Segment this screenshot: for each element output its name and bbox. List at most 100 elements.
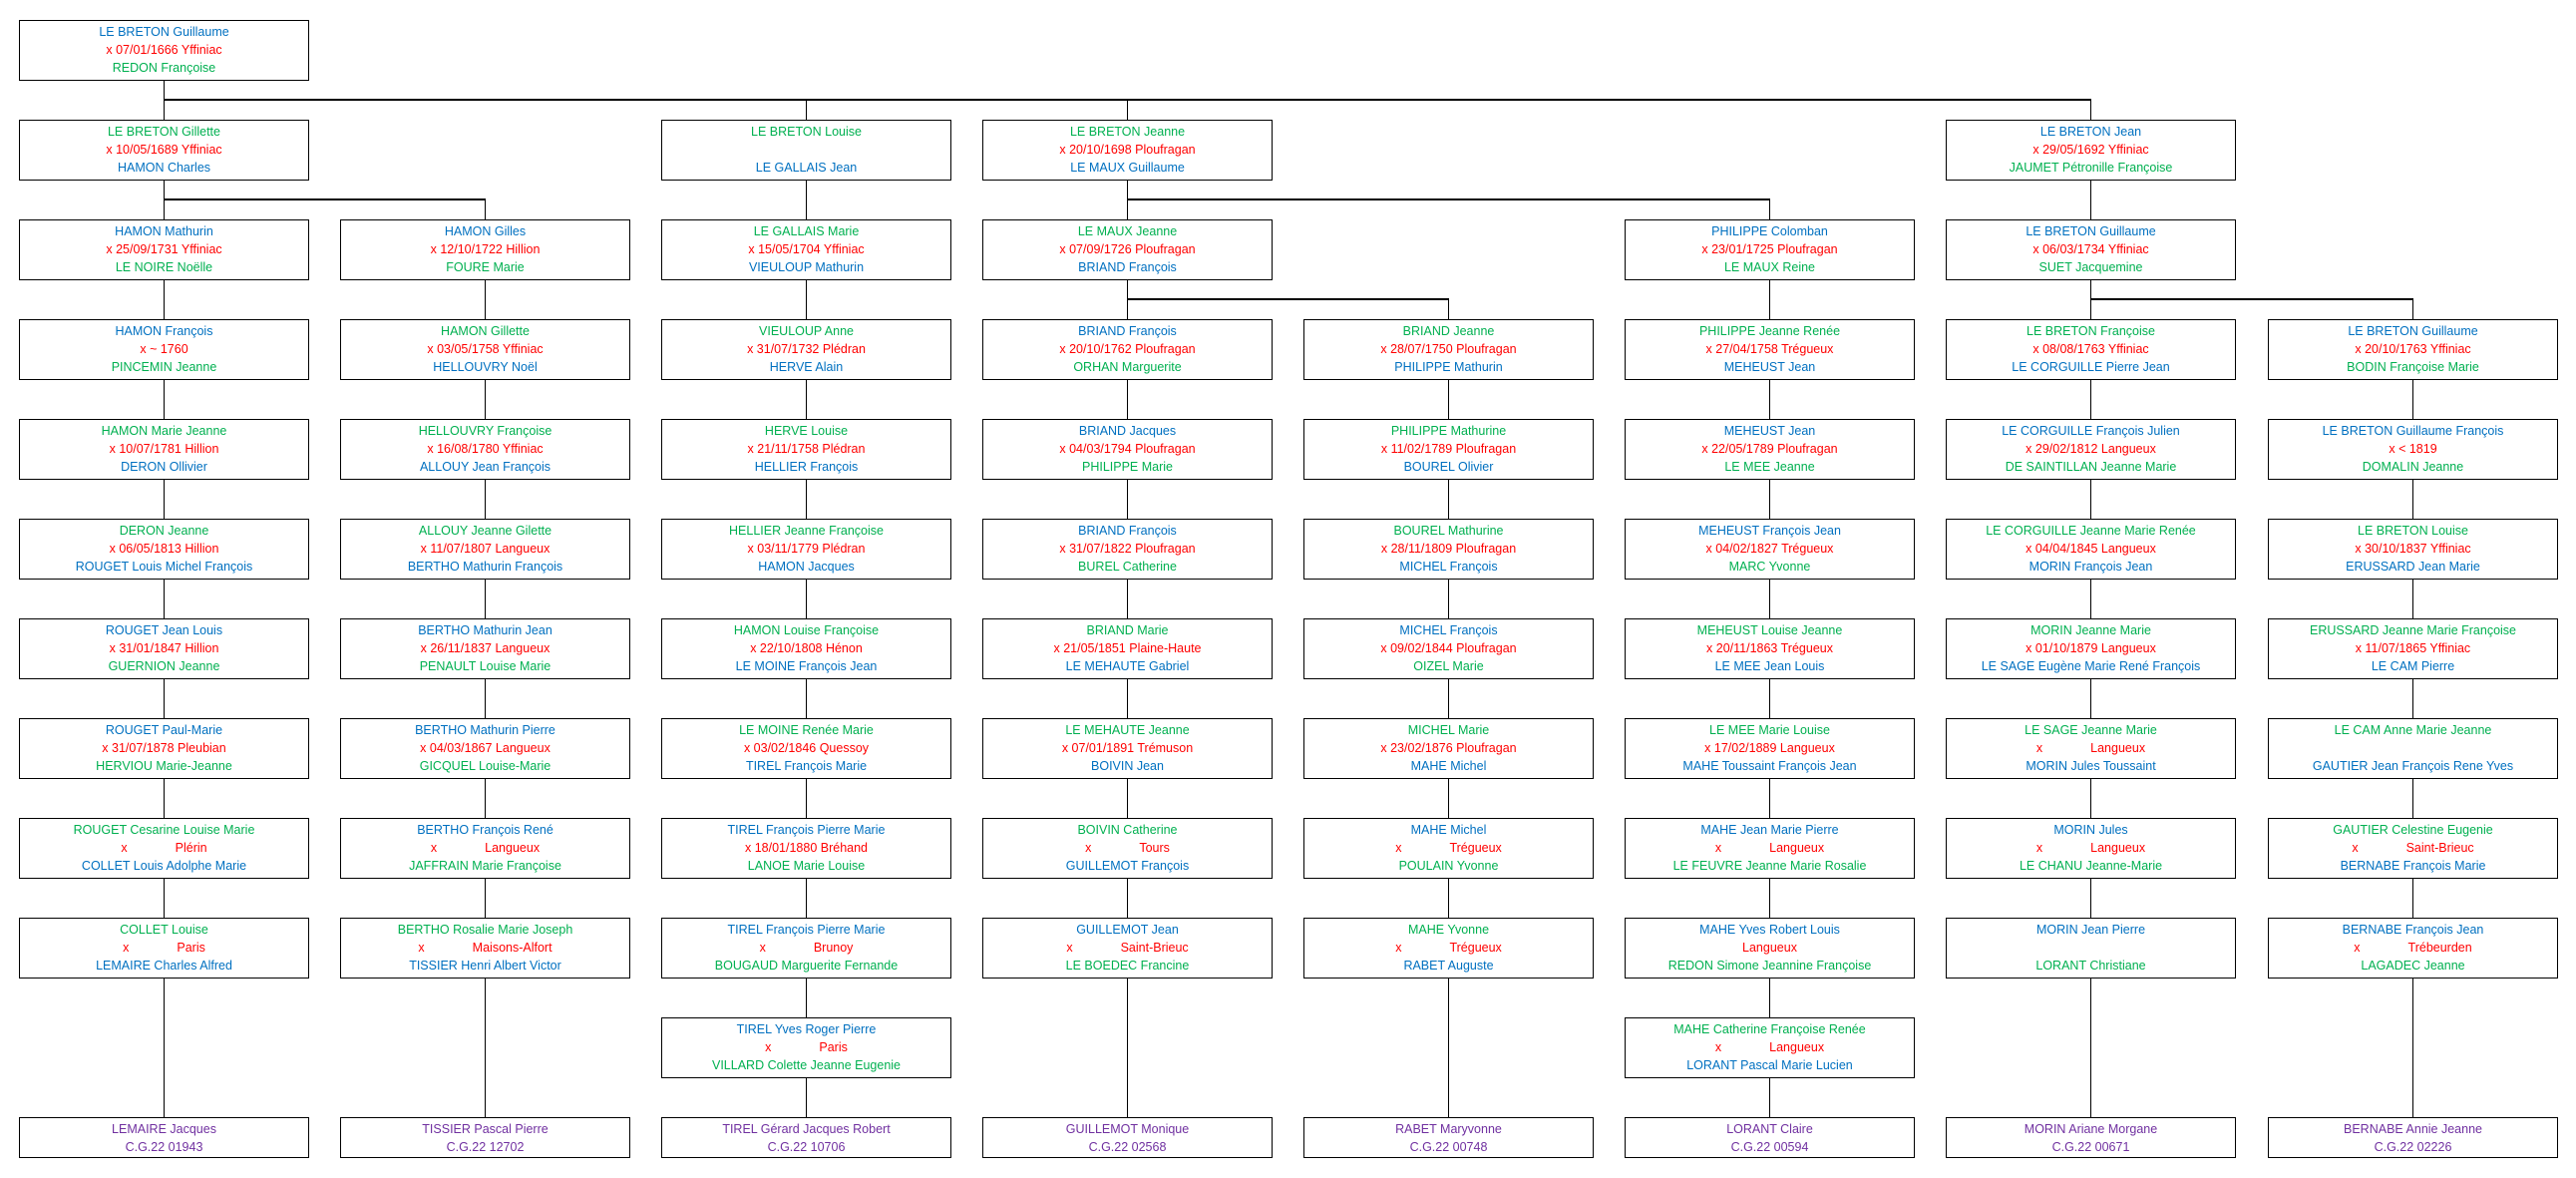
couple-box[interactable]: LE CAM Anne Marie Jeanne GAUTIER Jean Fra… xyxy=(2268,718,2558,779)
couple-box[interactable]: MICHEL Marie x 23/02/1876 Ploufragan MAHE … xyxy=(1303,718,1594,779)
person-name: LE BRETON Louise xyxy=(2358,524,2468,538)
couple-box[interactable]: ROUGET Paul-Marie x 31/07/1878 Pleubian HE… xyxy=(19,718,309,779)
spouse-name: BOIVIN Jean xyxy=(1091,759,1164,773)
couple-box[interactable]: LE BRETON Louise LE GALLAIS Jean xyxy=(661,120,951,181)
descendant-box[interactable]: BERNABE Annie Jeanne C.G.22 02226 xyxy=(2268,1117,2558,1158)
spouse-name: JAUMET Pétronille Françoise xyxy=(2009,161,2173,175)
couple-box[interactable]: MEHEUST François Jean x 04/02/1827 Trégue… xyxy=(1625,519,1915,580)
marriage-date-place: 23/02/1876 Ploufragan xyxy=(1390,741,1517,755)
couple-box[interactable]: TIREL Yves Roger Pierre x Paris VILLARD Col… xyxy=(661,1017,951,1078)
couple-box[interactable]: LE CORGUILLE Jeanne Marie Renée x 04/04/1… xyxy=(1946,519,2236,580)
couple-box[interactable]: BRIAND François x 31/07/1822 Ploufragan BU… xyxy=(982,519,1273,580)
couple-box[interactable]: BRIAND Jacques x 04/03/1794 Ploufragan PHI… xyxy=(982,419,1273,480)
couple-box[interactable]: HAMON Gillette x 03/05/1758 Yffiniac HELLO… xyxy=(340,319,630,380)
couple-box[interactable]: LE BRETON Guillaume x 07/01/1666 Yffiniac… xyxy=(19,20,309,81)
couple-box[interactable]: GAUTIER Celestine Eugenie x Saint-Brieuc BE… xyxy=(2268,818,2558,879)
descendant-box[interactable]: TIREL Gérard Jacques Robert C.G.22 10706 xyxy=(661,1117,951,1158)
person-name: VIEULOUP Anne xyxy=(759,324,854,338)
couple-box[interactable]: ROUGET Cesarine Louise Marie x Plérin COLLE… xyxy=(19,818,309,879)
spouse-name: MICHEL François xyxy=(1399,560,1498,574)
couple-box[interactable]: HAMON Gilles x 12/10/1722 Hillion FOURE Ma… xyxy=(340,219,630,280)
marriage-date-place: Langueux xyxy=(1769,841,1825,855)
couple-box[interactable]: BOUREL Mathurine x 28/11/1809 Ploufragan M… xyxy=(1303,519,1594,580)
couple-box[interactable]: LE SAGE Jeanne Marie x Langueux MORIN Jules… xyxy=(1946,718,2236,779)
couple-box[interactable]: MAHE Catherine Françoise Renée x Langueux L… xyxy=(1625,1017,1915,1078)
couple-box[interactable]: PHILIPPE Mathurine x 11/02/1789 Ploufraga… xyxy=(1303,419,1594,480)
couple-box[interactable]: LE BRETON Jeanne x 20/10/1698 Ploufragan L… xyxy=(982,120,1273,181)
connector-line xyxy=(163,181,166,199)
marriage-symbol: x xyxy=(1714,841,1722,855)
couple-box[interactable]: BRIAND Marie x 21/05/1851 Plaine-Haute LE … xyxy=(982,618,1273,679)
couple-box[interactable]: LE MEE Marie Louise x 17/02/1889 Langueux… xyxy=(1625,718,1915,779)
couple-box[interactable]: TIREL François Pierre Marie x Brunoy BOUGAU… xyxy=(661,918,951,979)
couple-box[interactable]: MAHE Michel x Trégueux POULAIN Yvonne xyxy=(1303,818,1594,879)
couple-box[interactable]: HAMON Marie Jeanne x 10/07/1781 Hillion DE… xyxy=(19,419,309,480)
couple-box[interactable]: LE BRETON Gillette x 10/05/1689 Yffiniac H… xyxy=(19,120,309,181)
couple-box[interactable]: HERVE Louise x 21/11/1758 Plédran HELLIER … xyxy=(661,419,951,480)
person-name: LE CAM Anne Marie Jeanne xyxy=(2334,723,2492,737)
couple-box[interactable]: MEHEUST Louise Jeanne x 20/11/1863 Trégue… xyxy=(1625,618,1915,679)
descendant-box[interactable]: RABET Maryvonne C.G.22 00748 xyxy=(1303,1117,1594,1158)
couple-box[interactable]: GUILLEMOT Jean x Saint-Brieuc LE BOEDEC Fra… xyxy=(982,918,1273,979)
couple-box[interactable]: MAHE Yves Robert Louis Langueux REDON Simo… xyxy=(1625,918,1915,979)
couple-box[interactable]: MAHE Yvonne x Trégueux RABET Auguste xyxy=(1303,918,1594,979)
couple-box[interactable]: MORIN Jeanne Marie x 01/10/1879 Langueux L… xyxy=(1946,618,2236,679)
couple-box[interactable]: PHILIPPE Jeanne Renée x 27/04/1758 Trégue… xyxy=(1625,319,1915,380)
couple-box[interactable]: LE BRETON Jean x 29/05/1692 Yffiniac JAUME… xyxy=(1946,120,2236,181)
descendant-box[interactable]: GUILLEMOT Monique C.G.22 02568 xyxy=(982,1117,1273,1158)
couple-box[interactable]: LE BRETON Louise x 30/10/1837 Yffiniac ERU… xyxy=(2268,519,2558,580)
descendant-box[interactable]: TISSIER Pascal Pierre C.G.22 12702 xyxy=(340,1117,630,1158)
marriage-date-place: 25/09/1731 Yffiniac xyxy=(116,242,222,256)
descendant-box[interactable]: LEMAIRE Jacques C.G.22 01943 xyxy=(19,1117,309,1158)
couple-box[interactable]: LE BRETON Guillaume x 20/10/1763 Yffiniac… xyxy=(2268,319,2558,380)
spouse-name: LE CAM Pierre xyxy=(2371,659,2455,673)
couple-box[interactable]: PHILIPPE Colomban x 23/01/1725 Ploufragan… xyxy=(1625,219,1915,280)
couple-box[interactable]: MORIN Jules x Langueux LE CHANU Jeanne-Mari… xyxy=(1946,818,2236,879)
couple-box[interactable]: MORIN Jean Pierre LORANT Christiane xyxy=(1946,918,2236,979)
couple-box[interactable]: HELLOUVRY Françoise x 16/08/1780 Yffiniac… xyxy=(340,419,630,480)
couple-box[interactable]: BERTHO François René x Langueux JAFFRAIN Ma… xyxy=(340,818,630,879)
couple-box[interactable]: LE GALLAIS Marie x 15/05/1704 Yffiniac VIE… xyxy=(661,219,951,280)
couple-box[interactable]: LE CORGUILLE François Julien x 29/02/1812… xyxy=(1946,419,2236,480)
marriage-symbol: x xyxy=(1059,542,1066,556)
couple-box[interactable]: BRIAND François x 20/10/1762 Ploufragan OR… xyxy=(982,319,1273,380)
spouse-name: HERVIOU Marie-Jeanne xyxy=(96,759,232,773)
couple-box[interactable]: BERNABE François Jean x Trébeurden LAGADEC … xyxy=(2268,918,2558,979)
couple-box[interactable]: COLLET Louise x Paris LEMAIRE Charles Alfre… xyxy=(19,918,309,979)
couple-box[interactable]: LE MEHAUTE Jeanne x 07/01/1891 Trémuson BO… xyxy=(982,718,1273,779)
couple-box[interactable]: LE MOINE Renée Marie x 03/02/1846 Quessoy… xyxy=(661,718,951,779)
couple-box[interactable]: LE MAUX Jeanne x 07/09/1726 Ploufragan BRI… xyxy=(982,219,1273,280)
couple-box[interactable]: HAMON Mathurin x 25/09/1731 Yffiniac LE NO… xyxy=(19,219,309,280)
marriage-symbol: x xyxy=(109,442,116,456)
couple-box[interactable]: LE BRETON Guillaume François x < 1819 DOMA… xyxy=(2268,419,2558,480)
marriage-info: x Saint-Brieuc xyxy=(2269,839,2557,857)
couple-box[interactable]: BERTHO Mathurin Jean x 26/11/1837 Langueu… xyxy=(340,618,630,679)
couple-box[interactable]: BERTHO Rosalie Marie Joseph x Maisons-Alfo… xyxy=(340,918,630,979)
marriage-symbol: x xyxy=(1380,442,1388,456)
couple-box[interactable]: HAMON Louise Françoise x 22/10/1808 Hénon… xyxy=(661,618,951,679)
couple-box[interactable]: DERON Jeanne x 06/05/1813 Hillion ROUGET L… xyxy=(19,519,309,580)
couple-box[interactable]: MICHEL François x 09/02/1844 Ploufragan OI… xyxy=(1303,618,1594,679)
couple-box[interactable]: LE BRETON Françoise x 08/08/1763 Yffiniac… xyxy=(1946,319,2236,380)
marriage-date-place: 31/07/1822 Ploufragan xyxy=(1069,542,1196,556)
couple-box[interactable]: MEHEUST Jean x 22/05/1789 Ploufragan LE ME… xyxy=(1625,419,1915,480)
couple-box[interactable]: ALLOUY Jeanne Gilette x 11/07/1807 Langue… xyxy=(340,519,630,580)
descendant-box[interactable]: LORANT Claire C.G.22 00594 xyxy=(1625,1117,1915,1158)
descendant-box[interactable]: MORIN Ariane Morgane C.G.22 00671 xyxy=(1946,1117,2236,1158)
couple-box[interactable]: BRIAND Jeanne x 28/07/1750 Ploufragan PHIL… xyxy=(1303,319,1594,380)
marriage-info: x 04/02/1827 Trégueux xyxy=(1626,540,1914,558)
couple-box[interactable]: VIEULOUP Anne x 31/07/1732 Plédran HERVE A… xyxy=(661,319,951,380)
couple-box[interactable]: MAHE Jean Marie Pierre x Langueux LE FEUVRE… xyxy=(1625,818,1915,879)
couple-box[interactable]: LE BRETON Guillaume x 06/03/1734 Yffiniac… xyxy=(1946,219,2236,280)
couple-box[interactable]: BERTHO Mathurin Pierre x 04/03/1867 Langu… xyxy=(340,718,630,779)
connector-line xyxy=(2411,480,2414,519)
couple-box[interactable]: BOIVIN Catherine x Tours GUILLEMOT François xyxy=(982,818,1273,879)
couple-box[interactable]: ROUGET Jean Louis x 31/01/1847 Hillion GUE… xyxy=(19,618,309,679)
couple-box[interactable]: ERUSSARD Jeanne Marie Françoise x 11/07/1… xyxy=(2268,618,2558,679)
couple-box[interactable]: TIREL François Pierre Marie x 18/01/1880 … xyxy=(661,818,951,879)
marriage-date-place: Langueux xyxy=(1742,941,1797,955)
couple-box[interactable]: HELLIER Jeanne Françoise x 03/11/1779 Plé… xyxy=(661,519,951,580)
marriage-date-place: 08/08/1763 Yffiniac xyxy=(2042,342,2149,356)
couple-box[interactable]: HAMON François x ~ 1760 PINCEMIN Jeanne xyxy=(19,319,309,380)
marriage-info: x 26/11/1837 Langueux xyxy=(341,639,629,657)
